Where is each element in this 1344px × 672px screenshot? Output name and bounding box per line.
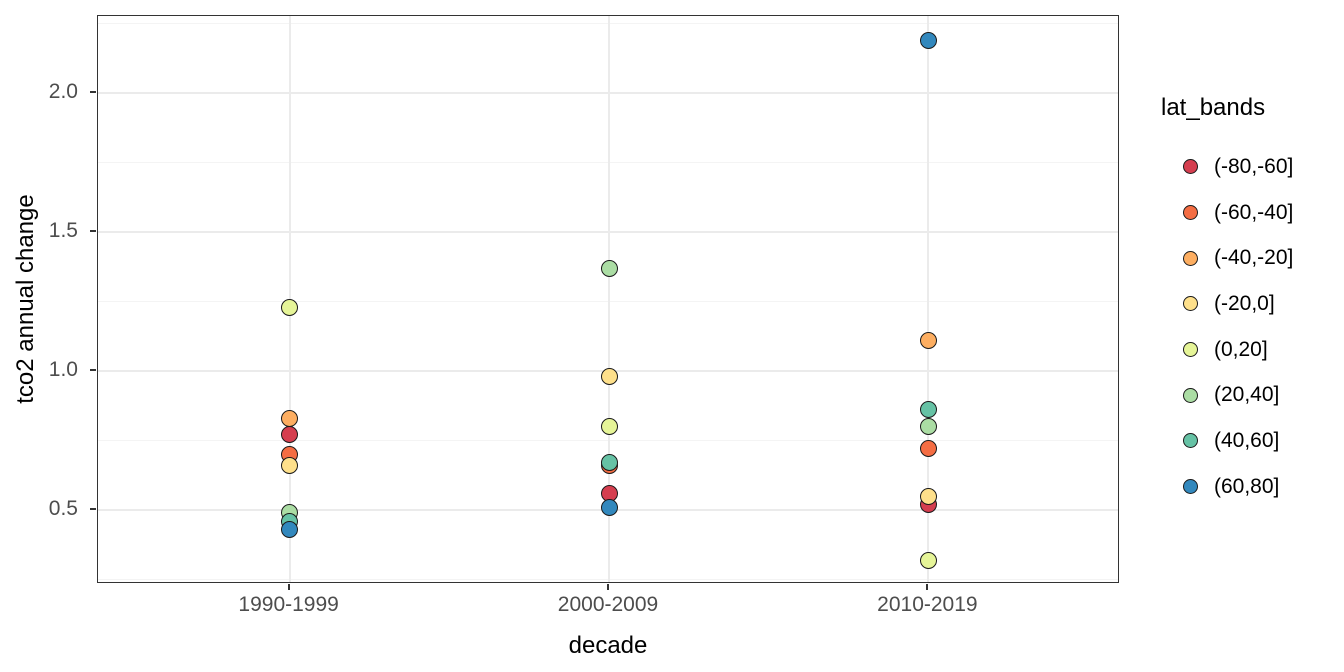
data-point [919, 331, 937, 349]
legend-item-label: (-80,-60] [1214, 154, 1294, 178]
legend-key-dot [1183, 479, 1198, 495]
data-point [919, 418, 937, 436]
legend-item: (0,20] [1183, 327, 1293, 373]
legend-item: (-20,0] [1183, 281, 1293, 327]
x-axis-tick [287, 584, 290, 590]
data-point [281, 426, 299, 444]
legend-item-label: (-20,0] [1214, 291, 1275, 315]
legend-item: (20,40] [1183, 372, 1293, 418]
data-point [600, 498, 618, 516]
data-point [600, 418, 618, 436]
x-axis-title: decade [568, 632, 648, 659]
data-point [281, 457, 299, 475]
y-tick-label: 1.5 [48, 219, 78, 243]
grid-major-x [927, 16, 930, 582]
data-point [600, 259, 618, 277]
y-axis-tick [90, 230, 96, 233]
legend-key-dot [1183, 342, 1198, 358]
y-axis-title: tco2 annual change [12, 194, 39, 404]
data-point [281, 298, 299, 316]
plot-panel [97, 15, 1119, 583]
data-point [919, 551, 937, 569]
x-tick-label: 1990-1999 [238, 593, 339, 616]
y-axis-tick [90, 508, 96, 511]
y-tick-label: 0.5 [48, 497, 78, 521]
x-axis-tick [926, 584, 929, 590]
y-axis-tick [90, 91, 96, 93]
y-tick-label: 1.0 [48, 358, 78, 382]
x-tick-label: 2000-2009 [557, 593, 659, 616]
legend-key-dot [1183, 205, 1198, 221]
y-axis-tick [90, 369, 96, 372]
legend-key-dot [1183, 387, 1198, 403]
legend-item: (60,80] [1183, 464, 1293, 510]
grid-major-x [608, 16, 610, 582]
data-point [919, 487, 937, 505]
legend-key-dot [1183, 433, 1198, 449]
legend-item: (-40,-20] [1183, 235, 1293, 281]
data-point [281, 521, 299, 538]
legend-item: (-60,-40] [1183, 190, 1293, 236]
legend-key-dot [1183, 159, 1198, 175]
legend-item-label: (20,40] [1214, 383, 1280, 407]
legend-item-label: (60,80] [1214, 474, 1280, 498]
legend-item-label: (40,60] [1214, 428, 1280, 452]
y-tick-label: 2.0 [48, 80, 78, 103]
legend-key-dot [1183, 250, 1198, 266]
legend-item-label: (-40,-20] [1214, 246, 1294, 270]
data-point [600, 454, 618, 472]
data-point [919, 31, 937, 49]
data-point [600, 368, 618, 386]
data-point [281, 409, 299, 427]
legend-item: (40,60] [1183, 418, 1293, 464]
data-point [919, 401, 937, 419]
legend-item-label: (0,20] [1214, 337, 1268, 361]
x-tick-label: 2010-2019 [877, 593, 978, 616]
data-point [919, 440, 937, 458]
legend-item-label: (-60,-40] [1214, 200, 1294, 224]
legend-item: (-80,-60] [1183, 144, 1293, 190]
legend-items: (-80,-60] (-60,-40] (-40,-20] (-20,0] (0,20]… [1161, 144, 1293, 510]
legend-title: lat_bands [1161, 94, 1266, 121]
x-axis-tick [607, 584, 609, 590]
legend-key-dot [1183, 296, 1198, 312]
legend: lat_bands (-80,-60] (-60,-40] (-40,-20] (-2… [1161, 94, 1293, 510]
